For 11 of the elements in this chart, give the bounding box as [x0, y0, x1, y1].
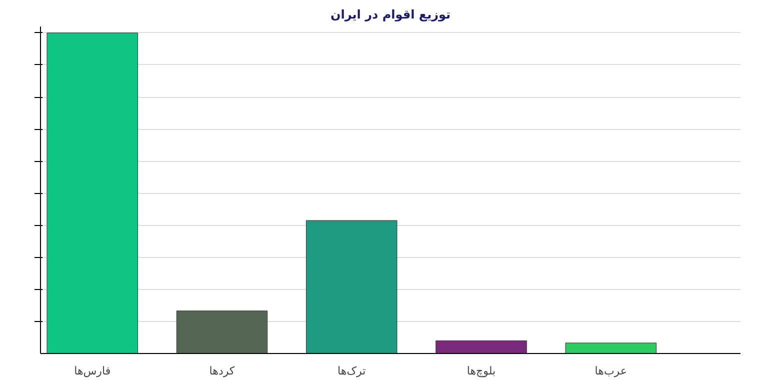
- x-tick-label: کردها: [209, 364, 236, 378]
- bar: [46, 32, 138, 354]
- chart-title: توزیع اقوام در ایران: [330, 8, 451, 22]
- x-tick-label: ترک‌ها: [338, 364, 366, 378]
- x-tick-label: فارس‌ها: [74, 364, 111, 378]
- bar: [565, 342, 656, 354]
- x-tick-label: عرب‌ها: [594, 364, 627, 378]
- bar: [436, 340, 527, 354]
- bar: [176, 310, 268, 354]
- bar: [306, 220, 398, 354]
- x-tick-label: بلوچ‌ها: [466, 364, 496, 378]
